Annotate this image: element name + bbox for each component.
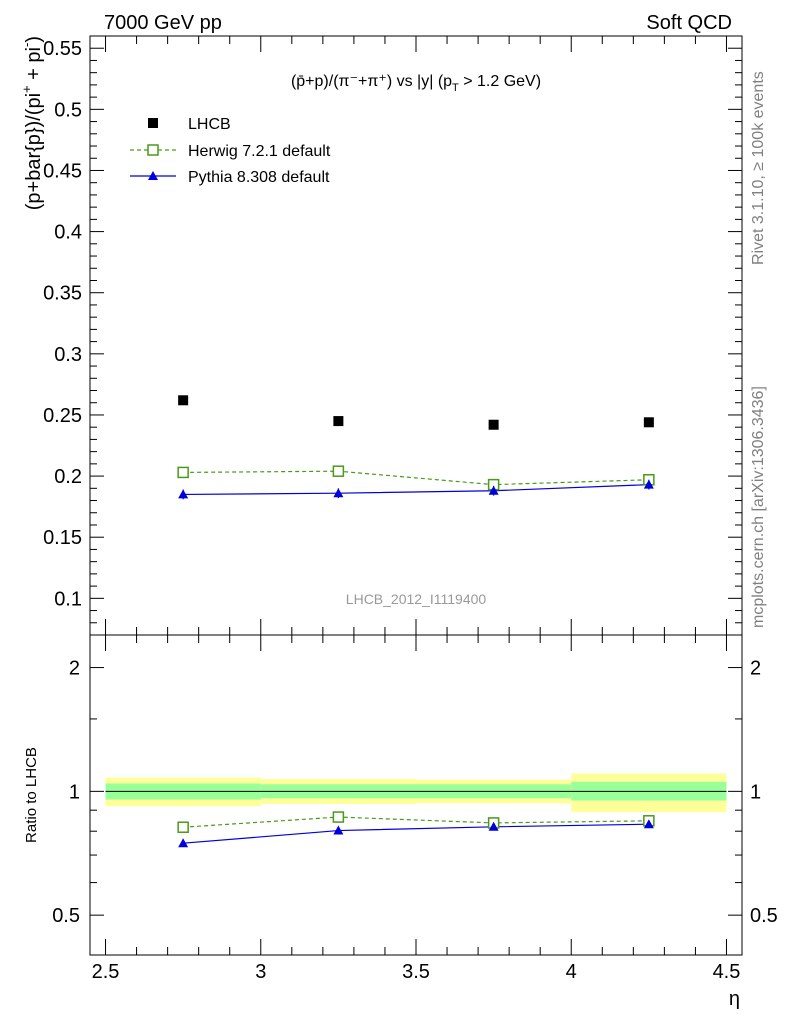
ratio-y-tick-label-right: 0.5 xyxy=(750,905,778,927)
main-y-tick-label: 0.5 xyxy=(54,99,82,121)
legend-label-herwig: Herwig 7.2.1 default xyxy=(188,143,331,160)
side-text-upper: Rivet 3.1.10, ≥ 100k events xyxy=(750,71,767,265)
ratio-herwig-point xyxy=(332,811,345,823)
legend-item-pythia: Pythia 8.308 default xyxy=(130,169,330,186)
side-text-lower: mcplots.cern.ch [arXiv:1306.3436] xyxy=(750,386,767,628)
x-tick-label: 4.5 xyxy=(713,961,741,983)
x-axis-label: η xyxy=(729,988,740,1010)
x-tick-label: 3 xyxy=(255,961,266,983)
ratio-pythia-point xyxy=(643,819,654,829)
pythia-point xyxy=(333,488,344,498)
lhcb-point xyxy=(333,416,344,427)
pythia-point xyxy=(178,489,189,499)
main-y-axis-label: (p+bar{p})/(pi+ + pi-) xyxy=(19,36,45,210)
ratio-x-tick-labels: 2.5 3 3.5 4 4.5 xyxy=(92,961,741,983)
ratio-pythia-point xyxy=(333,825,344,835)
ratio-y-tick-label: 1 xyxy=(69,781,80,803)
legend-marker-herwig xyxy=(147,144,159,156)
legend-item-herwig: Herwig 7.2.1 default xyxy=(130,143,331,160)
ratio-y-tick-label: 0.5 xyxy=(52,905,80,927)
lhcb-point xyxy=(488,419,499,430)
header-right: Soft QCD xyxy=(646,12,732,34)
ratio-y-axis-label: Ratio to LHCB xyxy=(23,747,40,843)
ratio-panel: 0.5 1 2 0.5 1 2 2.5 3 3.5 4 4.5 Ratio to LHCB η xyxy=(23,634,778,1010)
main-panel: 0.1 0.15 0.2 0.25 0.3 0.35 0.4 0.45 0.5 0.55 (p̄+… xyxy=(19,35,743,636)
x-tick-label: 3.5 xyxy=(402,961,430,983)
ratio-plot-area xyxy=(177,811,655,848)
main-y-tick-label: 0.15 xyxy=(43,527,82,549)
main-y-tick-label: 0.1 xyxy=(54,588,82,610)
main-y-tick-labels: 0.1 0.15 0.2 0.25 0.3 0.35 0.4 0.45 0.5 0.55 xyxy=(43,38,82,610)
plot-title: (p̄+p)/(π⁻+π⁺) vs |y| (pT > 1.2 GeV) xyxy=(291,73,541,94)
ratio-y-tick-labels-right: 0.5 1 2 xyxy=(750,658,778,928)
main-y-tick-label: 0.4 xyxy=(54,222,82,244)
legend-item-lhcb: LHCB xyxy=(148,116,231,133)
header-left: 7000 GeV pp xyxy=(104,12,222,34)
ratio-y-tick-labels: 0.5 1 2 xyxy=(52,658,80,928)
ratio-pythia-line xyxy=(183,823,649,844)
main-y-tick-label: 0.2 xyxy=(54,466,82,488)
pythia-line xyxy=(183,484,649,496)
x-tick-label: 4 xyxy=(566,961,577,983)
ratio-axis-ticks xyxy=(90,635,742,955)
legend-label-pythia: Pythia 8.308 default xyxy=(188,169,330,186)
x-tick-label: 2.5 xyxy=(92,961,120,983)
ratio-y-tick-label-right: 1 xyxy=(750,781,761,803)
herwig-point xyxy=(332,465,345,477)
ratio-herwig-line xyxy=(183,816,649,828)
ratio-herwig-point xyxy=(177,821,189,833)
herwig-line xyxy=(183,470,649,486)
main-y-tick-label: 0.45 xyxy=(43,160,82,182)
main-y-tick-label: 0.55 xyxy=(43,38,82,60)
ratio-y-tick-label-right: 2 xyxy=(750,658,761,680)
legend-marker-lhcb xyxy=(148,118,158,128)
legend: LHCB Herwig 7.2.1 default Pythia 8.308 d… xyxy=(130,116,331,186)
ratio-pythia-point xyxy=(488,821,499,831)
main-y-tick-label: 0.25 xyxy=(43,405,82,427)
ratio-y-tick-label: 2 xyxy=(69,658,80,680)
legend-label-lhcb: LHCB xyxy=(188,116,231,133)
lhcb-point xyxy=(178,395,189,406)
main-y-tick-label: 0.35 xyxy=(43,283,82,305)
main-plot-area xyxy=(177,395,655,500)
legend-marker-pythia xyxy=(148,171,158,180)
pythia-point xyxy=(488,485,499,495)
lhcb-point xyxy=(643,417,654,428)
herwig-point xyxy=(177,466,189,479)
pythia-point xyxy=(643,479,654,489)
main-y-tick-label: 0.3 xyxy=(54,344,82,366)
main-axis-ticks xyxy=(90,35,742,636)
ratio-pythia-point xyxy=(178,838,189,848)
analysis-label: LHCB_2012_I1119400 xyxy=(346,591,487,607)
ratio-uncertainty-bands xyxy=(105,773,727,813)
